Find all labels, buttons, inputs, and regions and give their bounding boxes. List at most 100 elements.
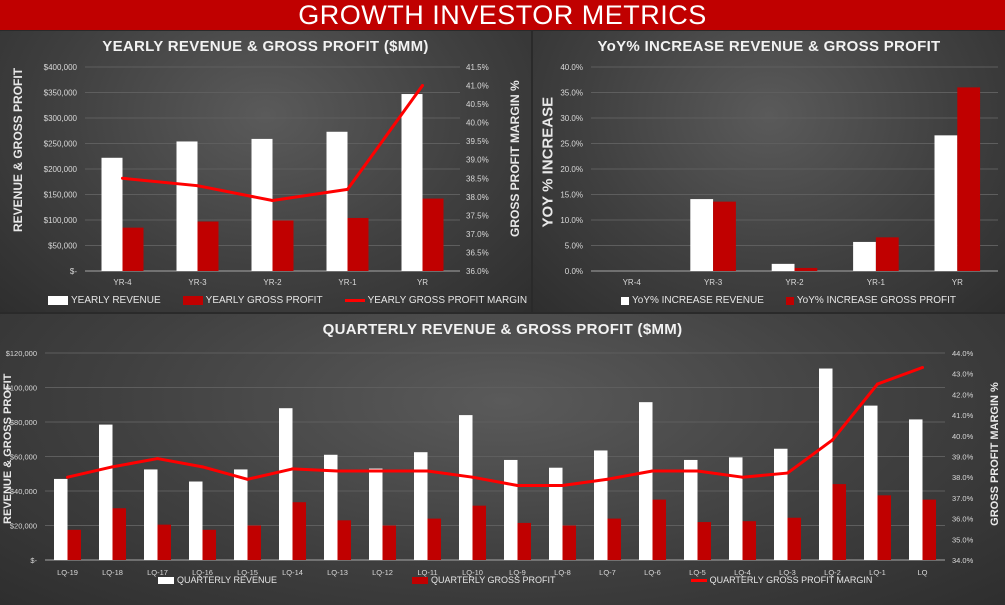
revenue-bar — [594, 450, 608, 560]
profit-bar — [197, 221, 219, 271]
x-tick-label: LQ-12 — [372, 568, 393, 577]
revenue-bar — [690, 199, 714, 271]
profit-bar — [787, 517, 801, 560]
y2-tick-label: 39.0% — [466, 156, 489, 165]
margin-point — [921, 365, 924, 369]
x-tick-label: LQ-17 — [147, 568, 168, 577]
profit-bar — [713, 201, 736, 271]
margin-point — [421, 84, 424, 88]
x-tick-label: YR-3 — [704, 278, 723, 287]
chart-legend: YoY% INCREASE REVENUE YoY% INCREASE GROS… — [621, 295, 956, 306]
y2-tick-label: 42.0% — [952, 390, 974, 399]
x-tick-label: LQ-8 — [554, 568, 571, 577]
margin-point — [516, 483, 519, 487]
y2-tick-label: 40.0% — [952, 432, 974, 441]
y-tick-label: $20,000 — [10, 522, 37, 531]
margin-point — [426, 469, 429, 473]
yoy-chart-panel: YoY% INCREASE REVENUE & GROSS PROFIT YOY… — [533, 31, 1005, 312]
profit-bar — [832, 484, 846, 560]
revenue-bar — [864, 405, 878, 560]
revenue-bar — [853, 241, 876, 271]
revenue-bar — [234, 469, 248, 560]
margin-point — [121, 176, 124, 180]
margin-point — [291, 467, 294, 471]
y-tick-label: 0.0% — [565, 267, 583, 276]
revenue-bar — [639, 402, 653, 560]
profit-bar — [382, 525, 396, 560]
x-tick-label: YR — [417, 278, 428, 287]
y2-tick-label: 37.0% — [466, 230, 489, 239]
x-tick-label: LQ-19 — [57, 568, 78, 577]
profit-bar — [517, 522, 531, 560]
legend-swatch-revenue — [621, 296, 629, 305]
revenue-bar — [549, 467, 563, 560]
revenue-bar — [326, 131, 348, 271]
revenue-bar — [189, 481, 203, 560]
y-tick-label: 25.0% — [560, 140, 583, 149]
margin-point — [196, 184, 199, 188]
y-tick-label: $250,000 — [44, 140, 78, 149]
legend-swatch-profit — [182, 296, 203, 305]
profit-bar — [877, 495, 891, 560]
y-tick-label: $120,000 — [6, 349, 37, 358]
profit-bar — [957, 87, 981, 272]
profit-bar — [122, 227, 144, 271]
margin-line — [67, 366, 924, 487]
legend-swatch-profit — [785, 296, 794, 305]
y2-tick-label: 37.0% — [952, 494, 974, 503]
x-tick-label: LQ-9 — [509, 568, 526, 577]
y-tick-label: 5.0% — [565, 242, 583, 251]
chart-title: YEARLY REVENUE & GROSS PROFIT ($MM) — [102, 38, 429, 55]
margin-point — [606, 477, 609, 481]
profit-bar — [112, 508, 126, 560]
y2-tick-label: 36.0% — [466, 267, 489, 276]
y-tick-label: 10.0% — [560, 216, 583, 225]
legend-swatch-profit — [412, 576, 429, 584]
x-tick-label: LQ-1 — [869, 568, 886, 577]
margin-point — [381, 469, 384, 473]
revenue-bar — [729, 457, 743, 560]
y2-tick-label: 43.0% — [952, 370, 974, 379]
y-tick-label: $- — [70, 267, 77, 276]
profit-bar — [794, 267, 818, 271]
legend-label: QUARTERLY GROSS PROFIT MARGIN — [709, 575, 873, 585]
margin-point — [696, 469, 699, 473]
profit-bar — [697, 522, 711, 560]
x-tick-label: LQ-7 — [599, 568, 616, 577]
yearly-chart-plot: $- $50,000 $100,000 $150,000 $200,000 $250,00… — [44, 63, 489, 287]
profit-bar — [347, 217, 369, 271]
margin-point — [651, 469, 654, 473]
revenue-bar — [819, 368, 833, 560]
y-tick-label: $100,000 — [44, 216, 78, 225]
profit-bar — [422, 198, 444, 271]
revenue-bar — [101, 157, 123, 271]
revenue-bar — [54, 478, 68, 560]
y2-tick-label: 41.0% — [952, 411, 974, 420]
profit-bar — [157, 524, 171, 560]
revenue-bar — [934, 135, 958, 271]
y-tick-label: $200,000 — [44, 165, 78, 174]
y-tick-label: 40.0% — [560, 63, 583, 72]
y2-tick-label: 38.5% — [466, 174, 489, 183]
x-tick-label: LQ-3 — [779, 568, 796, 577]
legend-label: YEARLY REVENUE — [71, 295, 161, 306]
y2-tick-label: 44.0% — [952, 349, 974, 358]
revenue-bar — [369, 468, 383, 560]
chart-legend: YEARLY REVENUE YEARLY GROSS PROFIT YEARL… — [48, 295, 527, 306]
y-tick-label: $40,000 — [10, 487, 37, 496]
legend-label: YoY% INCREASE GROSS PROFIT — [796, 295, 957, 306]
y2-tick-label: 38.0% — [466, 193, 489, 202]
revenue-bar — [144, 469, 158, 560]
y2-tick-label: 38.0% — [952, 473, 974, 482]
x-tick-label: LQ-4 — [734, 568, 751, 577]
y2-tick-label: 39.5% — [466, 137, 489, 146]
y-tick-label: $60,000 — [10, 453, 37, 462]
y2-tick-label: 39.0% — [952, 453, 974, 462]
revenue-bar — [504, 459, 518, 560]
legend-label: QUARTERLY REVENUE — [177, 575, 278, 585]
margin-point — [201, 465, 204, 469]
legend-label: YoY% INCREASE REVENUE — [632, 295, 764, 306]
x-tick-label: YR-1 — [867, 278, 886, 287]
x-tick-label: LQ-10 — [462, 568, 483, 577]
chart-legend: QUARTERLY REVENUE QUARTERLY GROSS PROFIT… — [158, 575, 872, 585]
